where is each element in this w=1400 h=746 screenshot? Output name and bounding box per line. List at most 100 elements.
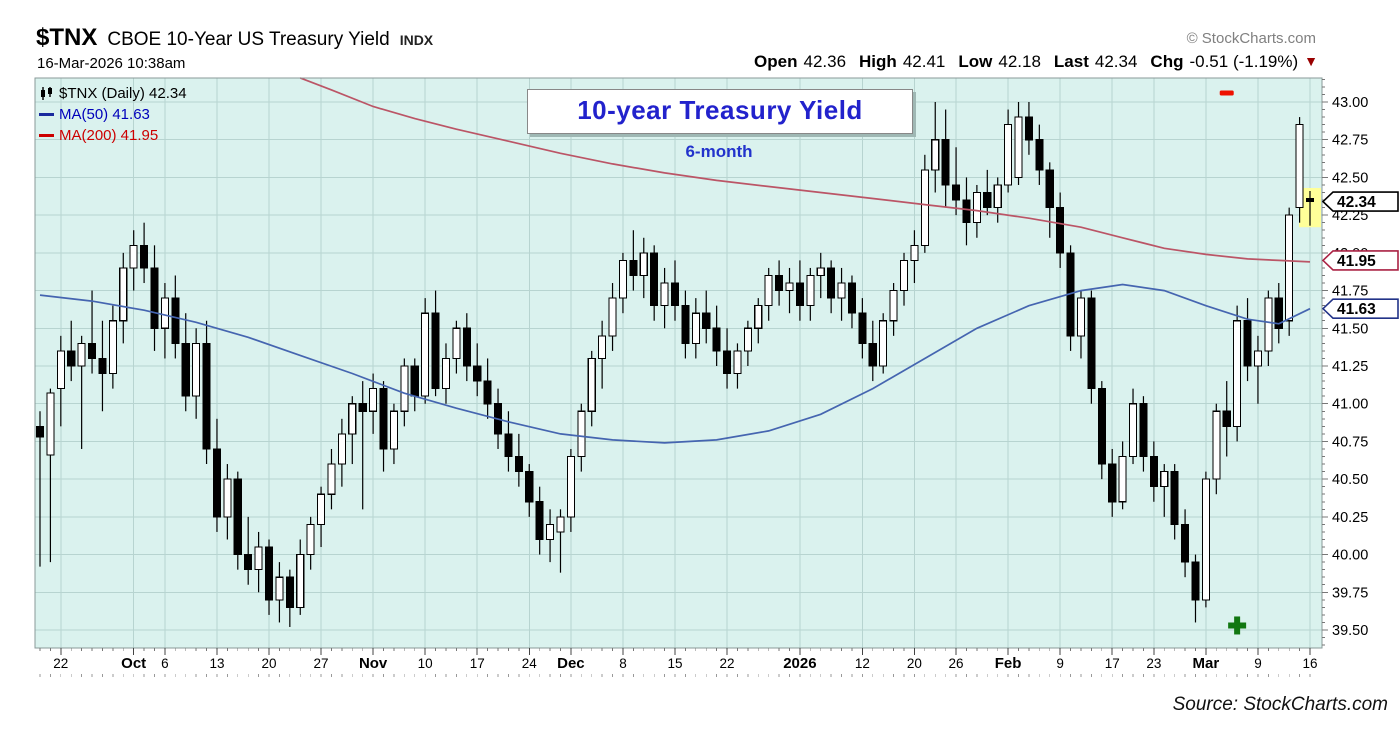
candle-sep-18 <box>35 411 45 567</box>
candle-dec-3 <box>587 350 596 427</box>
svg-text:Dec: Dec <box>557 655 585 672</box>
candle-dec-31 <box>785 267 794 314</box>
candle-dec-17 <box>691 298 700 359</box>
svg-text:42.34: 42.34 <box>1337 194 1376 211</box>
svg-text:22: 22 <box>53 656 68 671</box>
candle-jan-15 <box>889 283 898 336</box>
candle-jan-7 <box>827 260 836 314</box>
svg-text:24: 24 <box>522 656 538 671</box>
ma50-line-swatch <box>39 113 54 116</box>
quote-low: Low 42.18 <box>958 52 1041 71</box>
candle-oct-21 <box>275 562 284 623</box>
candle-feb-24 <box>1160 464 1169 517</box>
candle-jan-8 <box>837 267 846 321</box>
svg-text:20: 20 <box>262 656 277 671</box>
svg-text:Nov: Nov <box>359 655 388 672</box>
candle-dec-23 <box>733 343 742 389</box>
candle-mar-6 <box>1243 298 1252 382</box>
copyright: © StockCharts.com <box>1186 30 1316 47</box>
svg-text:17: 17 <box>1105 656 1120 671</box>
svg-text:42.25: 42.25 <box>1332 208 1368 224</box>
candle-jan-26 <box>952 147 961 216</box>
ma50-price-label: 41.63 <box>1321 298 1399 319</box>
svg-text:41.95: 41.95 <box>1337 253 1376 270</box>
plot-border <box>34 77 1323 649</box>
candle-feb-27 <box>1191 554 1200 623</box>
chart-datetime: 16-Mar-2026 10:38am <box>37 55 186 72</box>
svg-text:12: 12 <box>855 656 870 671</box>
svg-text:42.75: 42.75 <box>1332 133 1368 149</box>
quote-change: Chg -0.51 (-1.19%) ▼ <box>1150 52 1318 71</box>
candle-oct-9 <box>192 328 201 419</box>
svg-text:9: 9 <box>1254 656 1262 671</box>
candle-feb-23 <box>1149 441 1158 502</box>
candle-feb-25 <box>1170 464 1179 540</box>
candle-oct-23 <box>296 539 305 615</box>
svg-text:39.50: 39.50 <box>1332 623 1368 639</box>
source-caption: Source: StockCharts.com <box>1172 694 1388 715</box>
candle-nov-4 <box>379 381 388 472</box>
candle-dec-18 <box>702 290 711 344</box>
candle-sep-26 <box>98 320 107 412</box>
candle-feb-6 <box>1045 162 1054 238</box>
candle-dec-22 <box>722 328 732 389</box>
candle-feb-18 <box>1118 441 1127 510</box>
svg-text:42.50: 42.50 <box>1332 170 1368 186</box>
svg-text:40.75: 40.75 <box>1332 434 1368 450</box>
candle-sep-30 <box>119 252 128 344</box>
chart-type-icon <box>39 87 54 100</box>
candle-oct-30 <box>348 396 357 465</box>
candle-jan-23 <box>941 109 950 208</box>
candle-nov-24 <box>525 464 534 517</box>
chart-annotation-box: 10-year Treasury Yield <box>527 89 913 134</box>
ma200-line <box>299 77 1311 263</box>
candle-sep-24 <box>77 335 86 449</box>
svg-text:Oct: Oct <box>121 655 146 672</box>
svg-text:41.75: 41.75 <box>1332 284 1368 300</box>
candle-nov-28 <box>556 509 565 573</box>
x-axis: 22 Oct 6 13 20 27 Nov 10 17 24 Dec 8 15 22 2026 12 20 26 F… <box>39 648 1318 677</box>
annotation-subtitle: 6-month <box>685 142 753 161</box>
candle-oct-15 <box>233 471 242 570</box>
svg-text:10: 10 <box>418 656 433 671</box>
candle-jan-9 <box>847 275 857 329</box>
candle-feb-19 <box>1128 388 1138 465</box>
svg-text:40.25: 40.25 <box>1332 510 1368 526</box>
candle-sep-19 <box>46 388 55 563</box>
gridlines <box>35 78 1322 648</box>
security-name: CBOE 10-Year US Treasury Yield <box>107 29 390 50</box>
svg-text:26: 26 <box>949 656 964 671</box>
candle-dec-2 <box>577 403 586 472</box>
svg-text:41.00: 41.00 <box>1332 397 1368 413</box>
candle-oct-16 <box>244 516 253 585</box>
candle-oct-27 <box>317 486 326 548</box>
candle-dec-26 <box>754 298 763 344</box>
candle-oct-20 <box>264 539 274 615</box>
candle-dec-15 <box>670 260 680 321</box>
svg-text:8: 8 <box>619 656 627 671</box>
svg-text:6: 6 <box>161 656 169 671</box>
svg-text:16: 16 <box>1302 656 1317 671</box>
candle-oct-1 <box>129 230 138 291</box>
candle-jan-5 <box>806 267 815 321</box>
quote-last: Last 42.34 <box>1053 52 1138 71</box>
candle-nov-12 <box>441 343 451 404</box>
candle-feb-9 <box>1056 192 1065 268</box>
candle-nov-26 <box>546 509 555 563</box>
legend-series: $TNX (Daily) 42.34 <box>39 83 187 104</box>
y-axis: 43.0042.7542.5042.2542.0041.7541.5041.25… <box>1322 78 1368 646</box>
candle-feb-5 <box>1035 124 1044 185</box>
candle-feb-2 <box>1004 109 1013 193</box>
candle-dec-11 <box>650 245 659 321</box>
quote-open: Open 42.36 <box>754 52 847 71</box>
red-dash-marker <box>1219 90 1234 96</box>
candle-feb-17 <box>1108 448 1117 517</box>
candle-mar-11 <box>1274 283 1283 344</box>
candle-feb-4 <box>1024 102 1033 155</box>
candle-oct-8 <box>181 313 190 412</box>
candle-oct-6 <box>160 283 169 359</box>
candle-oct-22 <box>285 569 294 627</box>
candle-oct-17 <box>254 531 263 593</box>
plot-background <box>35 78 1322 648</box>
legend-ma50: MA(50) 41.63 <box>39 104 187 125</box>
